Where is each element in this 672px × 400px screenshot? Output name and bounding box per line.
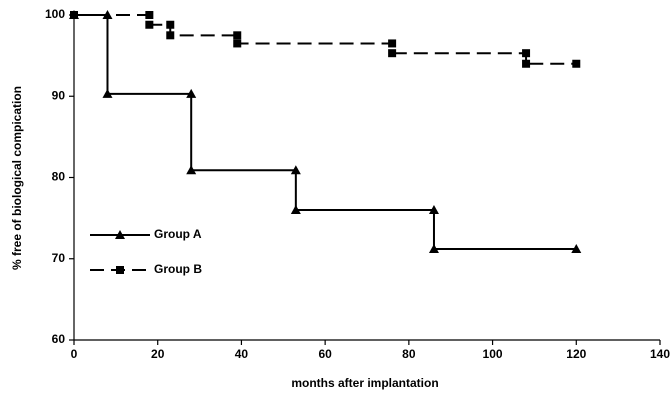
- marker: [166, 31, 175, 40]
- marker: [145, 11, 154, 19]
- x-tick-label: 20: [151, 347, 165, 361]
- y-tick-label: 60: [52, 332, 66, 346]
- marker: [102, 88, 113, 98]
- marker: [571, 244, 582, 253]
- marker: [186, 88, 197, 98]
- x-tick-label: 120: [566, 347, 586, 361]
- marker: [572, 59, 581, 68]
- marker: [290, 205, 301, 214]
- x-tick-label: 40: [235, 347, 249, 361]
- x-axis-label: months after implantation: [291, 376, 438, 390]
- marker: [186, 165, 197, 175]
- marker: [70, 11, 78, 19]
- marker: [233, 39, 242, 48]
- marker: [428, 205, 439, 214]
- x-tick-label: 100: [483, 347, 503, 361]
- y-tick-label: 100: [45, 7, 65, 21]
- y-tick-label: 70: [52, 251, 66, 265]
- legend-label: Group B: [154, 262, 202, 276]
- legend-label: Group A: [154, 227, 202, 241]
- y-tick-label: 90: [52, 88, 66, 102]
- marker: [166, 20, 175, 29]
- x-tick-label: 80: [402, 347, 416, 361]
- x-tick-label: 140: [650, 347, 670, 361]
- marker: [290, 165, 301, 175]
- legend-marker: [115, 230, 125, 239]
- y-tick-label: 80: [52, 170, 66, 184]
- marker: [388, 39, 397, 48]
- marker: [428, 244, 439, 253]
- marker: [388, 49, 397, 58]
- legend-marker: [116, 266, 124, 274]
- marker: [233, 31, 242, 40]
- x-tick-label: 0: [71, 347, 78, 361]
- x-tick-label: 60: [318, 347, 332, 361]
- marker: [145, 20, 154, 29]
- marker: [522, 49, 531, 58]
- marker: [522, 59, 531, 68]
- y-axis-label: % free of biological compication: [10, 86, 24, 270]
- series-line: [74, 14, 577, 250]
